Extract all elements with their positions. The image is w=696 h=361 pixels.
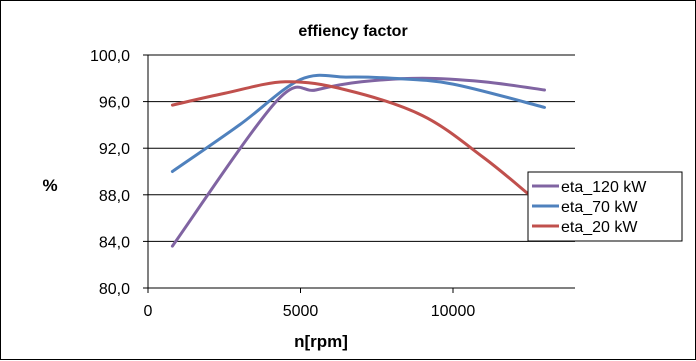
series-line-eta-120-kw: [170, 76, 546, 248]
series-lines: [170, 73, 546, 248]
y-tick-label: 92,0: [99, 141, 130, 158]
legend-label-eta-70-kw: eta_70 kW: [561, 199, 638, 216]
y-tick-label: 100,0: [90, 48, 130, 65]
y-tick-label: 96,0: [99, 95, 130, 112]
series-line-eta-70-kw: [170, 73, 546, 173]
x-tick-labels: 0 5000 10000: [144, 303, 476, 320]
series-line-eta-20-kw: [170, 80, 531, 197]
y-tick-label: 88,0: [99, 188, 130, 205]
x-axis-label: n[rpm]: [294, 332, 348, 351]
grid-lines: [148, 54, 575, 242]
y-tick-label: 80,0: [99, 281, 130, 298]
chart-title: effiency factor: [298, 23, 407, 40]
legend-label-eta-20-kw: eta_20 kW: [561, 219, 638, 236]
x-tick-label: 5000: [283, 303, 319, 320]
chart-legend: eta_120 kW eta_70 kW eta_20 kW: [527, 171, 683, 242]
y-tick-label: 84,0: [99, 234, 130, 251]
y-tick-labels: 80,0 84,0 88,0 92,0 96,0 100,0: [90, 48, 130, 298]
legend-label-eta-120-kw: eta_120 kW: [561, 179, 647, 196]
x-tick-label: 0: [144, 303, 153, 320]
x-tick-label: 10000: [431, 303, 476, 320]
axes: [143, 54, 575, 293]
y-axis-label: %: [42, 176, 57, 195]
